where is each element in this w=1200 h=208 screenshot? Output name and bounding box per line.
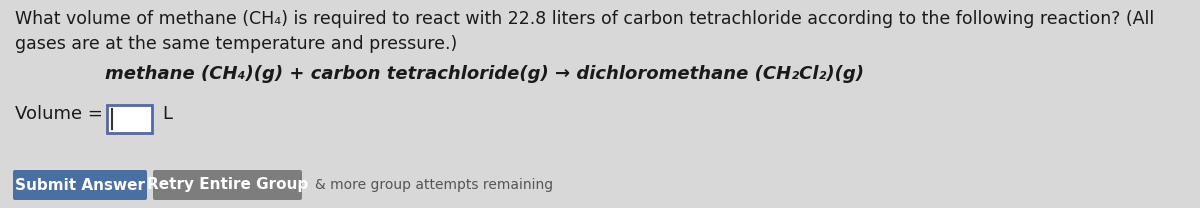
Text: & more group attempts remaining: & more group attempts remaining xyxy=(314,178,553,192)
FancyBboxPatch shape xyxy=(154,170,302,200)
Text: L: L xyxy=(162,105,172,123)
Text: methane (CH₄)(g) + carbon tetrachloride(g) → dichloromethane (CH₂Cl₂)(g): methane (CH₄)(g) + carbon tetrachloride(… xyxy=(106,65,864,83)
Text: gases are at the same temperature and pressure.): gases are at the same temperature and pr… xyxy=(14,35,457,53)
Text: What volume of methane (CH₄) is required to react with 22.8 liters of carbon tet: What volume of methane (CH₄) is required… xyxy=(14,10,1154,28)
FancyBboxPatch shape xyxy=(13,170,148,200)
Text: Submit Answer: Submit Answer xyxy=(14,177,145,192)
FancyBboxPatch shape xyxy=(107,105,152,133)
Text: Volume =: Volume = xyxy=(14,105,109,123)
Text: Retry Entire Group: Retry Entire Group xyxy=(146,177,308,192)
